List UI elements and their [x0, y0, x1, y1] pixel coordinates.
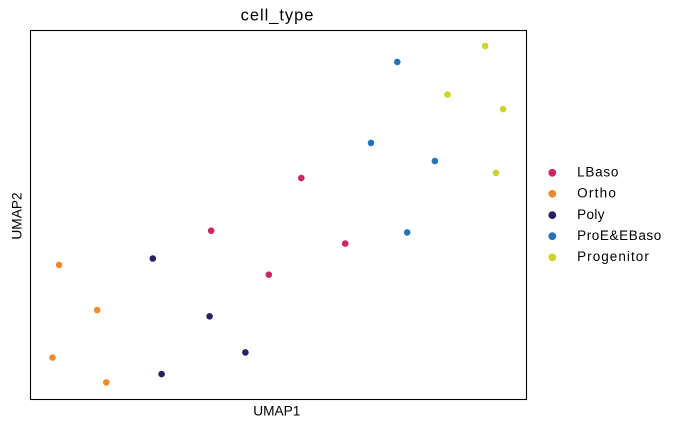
svg-text:Progenitor: Progenitor	[577, 249, 650, 264]
svg-text:UMAP2: UMAP2	[9, 192, 24, 239]
svg-text:cell_type: cell_type	[241, 7, 315, 25]
svg-text:Poly: Poly	[577, 207, 605, 222]
svg-text:ProE&EBaso: ProE&EBaso	[577, 228, 662, 243]
svg-text:UMAP1: UMAP1	[253, 403, 300, 418]
svg-text:Ortho: Ortho	[577, 186, 617, 201]
svg-text:LBaso: LBaso	[577, 165, 619, 180]
